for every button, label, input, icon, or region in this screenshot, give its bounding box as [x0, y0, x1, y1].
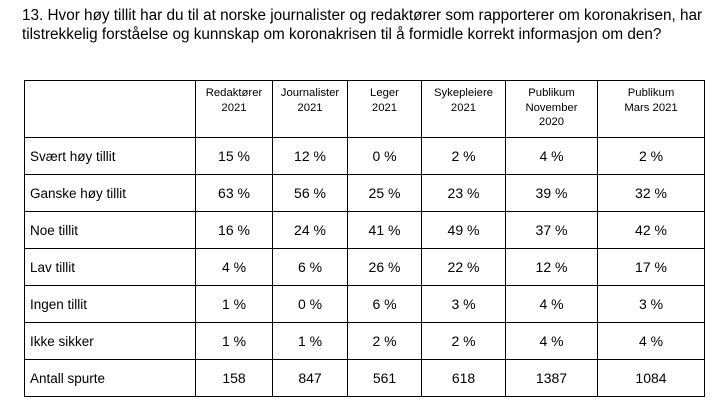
table-cell: 2 %: [347, 322, 422, 360]
column-header: Publikum Mars 2021: [597, 80, 705, 138]
question-text: 13. Hvor høy tillit har du til at norske…: [22, 7, 703, 43]
table-row: Ikke sikker 1 % 1 % 2 % 2 % 4 % 4 %: [24, 322, 705, 360]
row-label: Ingen tillit: [24, 285, 196, 323]
row-label: Antall spurte: [24, 359, 196, 397]
column-header: Journalister 2021: [272, 80, 348, 138]
table-cell: 49 %: [421, 211, 506, 249]
column-header: Sykepleiere 2021: [421, 80, 506, 138]
table-cell: 17 %: [597, 248, 705, 286]
table-cell: 12 %: [505, 248, 598, 286]
survey-table: Redaktører 2021 Journalister 2021 Leger 202…: [24, 80, 705, 397]
table-cell: 26 %: [347, 248, 422, 286]
table-cell: 4 %: [597, 322, 705, 360]
table-cell: 2 %: [421, 137, 506, 175]
table-cell: 16 %: [195, 211, 273, 249]
table-cell: 1 %: [272, 322, 348, 360]
table-cell: 847: [272, 359, 348, 397]
table-cell: 63 %: [195, 174, 273, 212]
table-cell: 0 %: [272, 285, 348, 323]
table-cell: 23 %: [421, 174, 506, 212]
column-header: Redaktører 2021: [195, 80, 273, 138]
table-cell: 22 %: [421, 248, 506, 286]
column-header: Publikum November 2020: [505, 80, 598, 138]
table-cell: 1084: [597, 359, 705, 397]
table-cell: 6 %: [347, 285, 422, 323]
table-cell: 158: [195, 359, 273, 397]
table-row-total: Antall spurte 158 847 561 618 1387 1084: [24, 359, 705, 397]
table-cell: 15 %: [195, 137, 273, 175]
table-cell: 25 %: [347, 174, 422, 212]
table-row: Lav tillit 4 % 6 % 26 % 22 % 12 % 17 %: [24, 248, 705, 286]
table-cell: 1 %: [195, 322, 273, 360]
table-cell: 39 %: [505, 174, 598, 212]
table-cell: 561: [347, 359, 422, 397]
table-cell: 2 %: [597, 137, 705, 175]
table-cell: 3 %: [421, 285, 506, 323]
table-cell: 6 %: [272, 248, 348, 286]
table-cell: 41 %: [347, 211, 422, 249]
table-row: Ingen tillit 1 % 0 % 6 % 3 % 4 % 3 %: [24, 285, 705, 323]
table-cell: 4 %: [505, 322, 598, 360]
header-row: Redaktører 2021 Journalister 2021 Leger 202…: [24, 80, 705, 138]
table-cell: 4 %: [505, 285, 598, 323]
table-row: Ganske høy tillit 63 % 56 % 25 % 23 % 39…: [24, 174, 705, 212]
table-cell: 32 %: [597, 174, 705, 212]
table-row: Noe tillit 16 % 24 % 41 % 49 % 37 % 42 %: [24, 211, 705, 249]
table-cell: 1 %: [195, 285, 273, 323]
row-label: Ikke sikker: [24, 322, 196, 360]
table-cell: 2 %: [421, 322, 506, 360]
table-cell: 12 %: [272, 137, 348, 175]
table-cell: 1387: [505, 359, 598, 397]
table-cell: 24 %: [272, 211, 348, 249]
column-header: Leger 2021: [347, 80, 422, 138]
row-label: Svært høy tillit: [24, 137, 196, 175]
table-cell: 3 %: [597, 285, 705, 323]
table-cell: 0 %: [347, 137, 422, 175]
row-label: Noe tillit: [24, 211, 196, 249]
table-cell: 4 %: [195, 248, 273, 286]
table-row: Svært høy tillit 15 % 12 % 0 % 2 % 4 % 2…: [24, 137, 705, 175]
table-cell: 56 %: [272, 174, 348, 212]
table-cell: 618: [421, 359, 506, 397]
table-cell: 4 %: [505, 137, 598, 175]
table-cell: 37 %: [505, 211, 598, 249]
header-corner: [24, 80, 196, 138]
row-label: Lav tillit: [24, 248, 196, 286]
table-cell: 42 %: [597, 211, 705, 249]
row-label: Ganske høy tillit: [24, 174, 196, 212]
